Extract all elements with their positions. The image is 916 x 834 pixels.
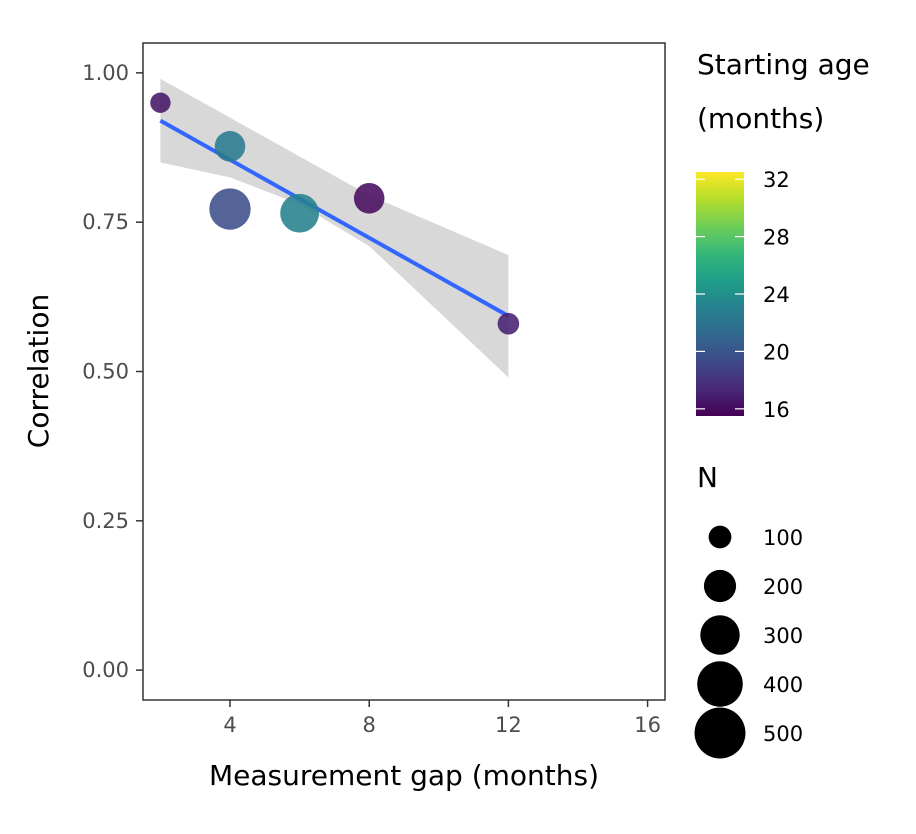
size-legend-label: 500 <box>763 722 803 746</box>
colorbar-label: 20 <box>763 340 790 364</box>
y-tick-label: 0.25 <box>82 509 129 533</box>
size-legend-keys: 100 200 300 400 500 <box>694 525 803 759</box>
y-tick-label: 0.75 <box>82 210 129 234</box>
colorbar-label: 24 <box>763 283 790 307</box>
data-point <box>280 193 319 233</box>
y-tick-label: 1.00 <box>82 61 129 85</box>
size-legend: N 100 200 300 400 500 <box>694 461 803 759</box>
size-legend-label: 300 <box>763 624 803 648</box>
size-legend-label: 400 <box>763 673 803 697</box>
y-axis-title: Correlation <box>22 294 55 448</box>
confidence-band <box>160 78 509 378</box>
data-point <box>214 131 246 162</box>
size-legend-title: N <box>697 461 718 494</box>
scatter-points <box>150 92 520 335</box>
y-tick-label: 0.50 <box>82 360 129 384</box>
plot-panel <box>142 42 666 701</box>
size-legend-key <box>708 525 732 549</box>
size-legend-key <box>703 569 737 603</box>
x-tick-label: 12 <box>495 713 522 737</box>
size-legend-label: 200 <box>763 575 803 599</box>
data-point <box>353 183 385 214</box>
size-legend-key <box>700 615 740 655</box>
x-tick-label: 8 <box>363 713 376 737</box>
colorbar-label: 32 <box>763 168 790 192</box>
data-point <box>150 92 171 113</box>
x-tick-label: 16 <box>634 713 661 737</box>
x-tick-label: 4 <box>223 713 236 737</box>
x-axis-title: Measurement gap (months) <box>209 759 599 792</box>
color-legend: Starting age (months) 16 20 24 28 32 <box>696 48 870 422</box>
data-point <box>497 312 520 335</box>
data-point <box>209 188 251 230</box>
color-legend-title-line-1: Starting age <box>697 48 870 81</box>
size-legend-key <box>697 661 743 707</box>
size-legend-label: 100 <box>763 526 803 550</box>
x-axis: 4 8 12 16 <box>223 700 661 737</box>
y-tick-label: 0.00 <box>82 658 129 682</box>
colorbar-label: 16 <box>763 398 790 422</box>
size-legend-key <box>694 707 746 759</box>
y-axis: 0.00 0.25 0.50 0.75 1.00 <box>82 61 143 682</box>
color-legend-title-line-2: (months) <box>697 102 824 135</box>
colorbar-label: 28 <box>763 226 790 250</box>
colorbar-ticks: 16 20 24 28 32 <box>696 168 790 422</box>
